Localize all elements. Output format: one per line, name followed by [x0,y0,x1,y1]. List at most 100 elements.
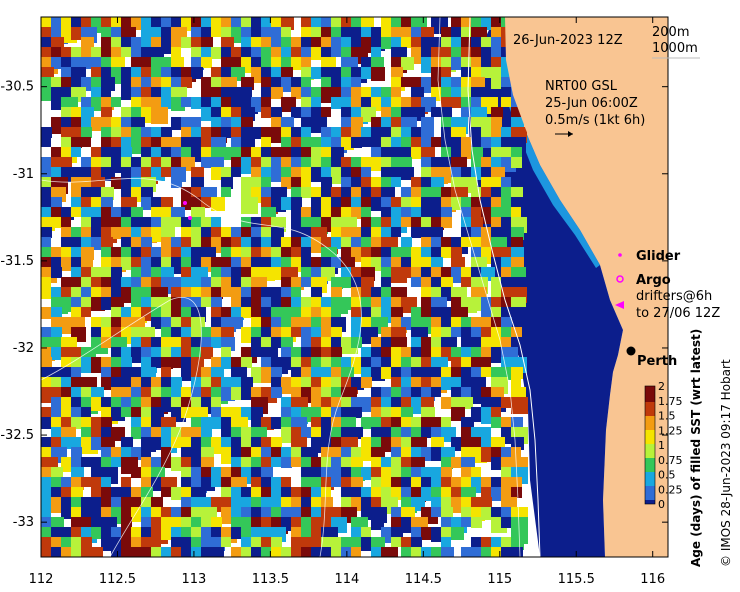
sst-cell [131,217,142,228]
sst-cell [341,227,352,238]
sst-cell [91,317,101,327]
sst-cell [61,217,71,227]
sst-cell [481,357,491,367]
sst-cell [221,147,234,160]
sst-cell [481,427,491,437]
sst-cell [471,17,483,29]
y-tick-label: -32 [13,341,34,356]
sst-cell [241,357,252,368]
date-label: 26-Jun-2023 12Z [513,33,623,48]
sst-cell [501,507,514,520]
sst-cell [311,97,321,107]
sst-cell [311,507,323,519]
sst-cell [61,57,72,68]
sst-cell [81,307,91,317]
sst-cell [41,67,54,80]
sst-cell [221,277,231,287]
sst-cell [381,37,393,49]
sst-cell [121,217,133,229]
sst-cell [161,247,174,260]
sst-cell [91,67,101,77]
sst-cell [421,527,434,540]
sst-cell [291,357,303,369]
sst-cell [51,437,61,447]
sst-cell [161,387,172,398]
sst-cell [211,367,224,380]
sst-cell [341,427,351,437]
sst-cell [431,507,441,517]
sst-cell [271,297,281,307]
sst-cell [71,207,81,217]
sst-cell [471,207,481,217]
sst-cell [261,87,273,99]
sst-cell [491,47,503,59]
sst-cell [141,17,151,27]
sst-cell [71,107,82,118]
sst-cell [441,327,453,339]
sst-cell [361,227,372,238]
sst-cell [131,367,144,380]
sst-cell [351,197,362,208]
sst-cell [401,467,413,479]
sst-cell [71,457,84,470]
sst-cell [301,47,311,57]
sst-cell [141,467,154,480]
sst-cell [361,177,371,187]
y-tick-label: -31.5 [0,254,34,269]
sst-cell [371,437,383,449]
sst-cell [291,207,304,220]
sst-cell [101,427,111,437]
sst-cell [61,347,73,359]
sst-cell [41,257,51,267]
sst-cell [431,187,441,197]
sst-cell [231,57,241,67]
sst-cell [441,487,453,499]
sst-cell [251,327,263,339]
sst-cell [121,207,132,218]
sst-cell [461,517,471,527]
sst-cell [81,297,91,307]
sst-cell [321,447,331,457]
sst-cell [461,447,473,459]
sst-cell [51,327,62,338]
sst-cell [91,527,103,539]
sst-cell [111,497,124,510]
sst-cell [171,37,181,47]
sst-cell [211,337,222,348]
sst-cell [201,157,212,168]
sst-cell [51,417,62,428]
sst-cell [381,97,392,108]
sst-cell [121,87,134,100]
sst-cell [261,137,271,147]
sst-cell [511,487,522,498]
sst-cell [211,17,222,28]
sst-cell [311,297,324,310]
sst-cell [71,437,84,450]
sst-cell [211,97,224,110]
sst-cell [471,67,484,80]
sst-cell [381,477,391,487]
sst-cell [341,477,352,488]
sst-cell [351,77,361,87]
sst-cell [91,147,101,157]
sst-cell [511,367,523,379]
sst-cell [61,67,72,78]
sst-cell [281,117,294,130]
sst-cell [191,137,202,148]
sst-cell [261,107,272,118]
sst-cell [491,507,501,517]
sst-cell [361,167,371,177]
sst-cell [401,217,411,227]
sst-cell [301,337,311,347]
sst-cell [381,277,391,287]
sst-cell [351,227,362,238]
drifter-legend-label-2: to 27/06 12Z [636,306,720,321]
sst-cell [401,207,412,218]
sst-cell [121,147,132,158]
sst-cell [501,397,512,408]
sst-cell [441,497,451,507]
sst-cell [51,267,62,278]
sst-cell [241,127,254,140]
sst-cell [221,497,231,507]
sst-cell [401,37,412,48]
